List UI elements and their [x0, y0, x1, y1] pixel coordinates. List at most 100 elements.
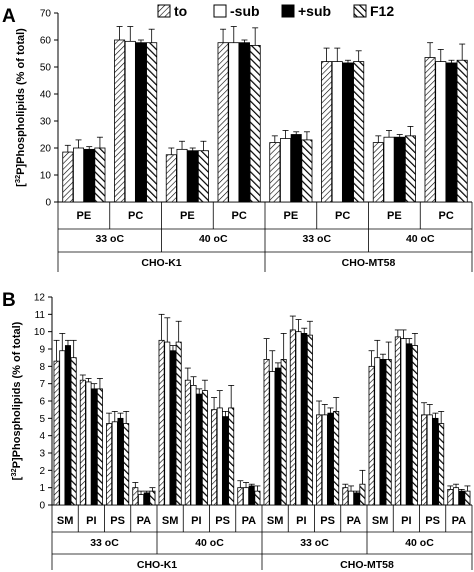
- x-tick-label-SM: SM: [267, 515, 284, 527]
- x-tick-label-PC: PC: [438, 210, 453, 222]
- bar-to-PA: [237, 487, 244, 506]
- bar-+sub-PC: [238, 42, 250, 203]
- bar--sub-SM: [374, 357, 381, 506]
- bar-+sub-PS: [117, 417, 124, 506]
- bar--sub-PS: [216, 407, 223, 506]
- bar-+sub-PE: [394, 136, 406, 203]
- bar-F12-PI: [96, 388, 103, 506]
- x-tick-label-PS: PS: [215, 515, 230, 527]
- y-tick-label: 9: [39, 345, 45, 356]
- legend-swatch-1: [213, 4, 227, 18]
- bar-to-PC: [321, 61, 333, 203]
- legend-label-2: +sub: [298, 3, 331, 19]
- bar-+sub-PC: [445, 62, 457, 203]
- bar-to-PI: [184, 379, 191, 506]
- bar-+sub-PS: [327, 412, 334, 506]
- bar-+sub-PA: [353, 492, 360, 506]
- x-tick-label-SM: SM: [372, 515, 389, 527]
- bar-to-PC: [114, 39, 126, 203]
- bar--sub-PC: [124, 40, 136, 203]
- x-tick-label-PC: PC: [335, 210, 350, 222]
- bar-F12-PI: [411, 345, 418, 506]
- x-tick-label-PI: PI: [86, 515, 96, 527]
- bar--sub-PA: [453, 487, 460, 506]
- legend-label-3: F12: [370, 3, 394, 19]
- bar-+sub-PI: [406, 343, 413, 506]
- temperature-label: 40 oC: [406, 233, 435, 245]
- bar--sub-PA: [243, 487, 250, 506]
- legend-swatch-0: [157, 4, 171, 18]
- bar--sub-PE: [73, 147, 85, 203]
- y-tick-label: 4: [39, 431, 45, 442]
- bar-to-PA: [132, 487, 139, 506]
- bar-F12-PE: [94, 147, 106, 203]
- bar--sub-PC: [331, 61, 343, 203]
- bar-F12-PS: [438, 423, 445, 506]
- bar-+sub-SM: [64, 345, 71, 506]
- chart-panel-a: 0 10 20 30 40 50 60 70 [32P]Phospholipids (% of …: [13, 9, 473, 272]
- x-tick-label-PA: PA: [452, 515, 467, 527]
- y-tick-label: 7: [39, 379, 45, 390]
- bar--sub-PC: [435, 61, 447, 203]
- bar--sub-PI: [295, 331, 302, 506]
- bar-to-PE: [269, 142, 281, 203]
- y-tick-label: 11: [35, 310, 46, 321]
- bar-+sub-PI: [196, 393, 203, 506]
- temperature-label: 33 oC: [95, 233, 124, 245]
- x-tick-label-PE: PE: [180, 210, 195, 222]
- legend-label-1: -sub: [230, 3, 260, 19]
- panel-letter-b: B: [2, 290, 16, 311]
- y-tick-label: 20: [40, 144, 52, 155]
- cell-line-label: CHO-MT58: [340, 559, 394, 571]
- bar-+sub-PA: [143, 492, 150, 506]
- bar-F12-SM: [385, 358, 392, 506]
- bar-F12-PE: [197, 150, 209, 203]
- temperature-label: 33 oC: [90, 537, 119, 549]
- y-tick-label: 0: [39, 501, 45, 512]
- legend-label-0: to: [174, 3, 187, 19]
- bar-to-PA: [342, 487, 349, 506]
- bar-to-SM: [263, 358, 270, 506]
- bar-F12-PE: [301, 139, 313, 203]
- bar-+sub-SM: [274, 367, 281, 506]
- y-tick-label: 70: [40, 9, 52, 20]
- bar--sub-PS: [321, 414, 328, 506]
- temperature-label: 40 oC: [199, 233, 228, 245]
- bar-to-SM: [53, 360, 60, 506]
- cell-line-label: CHO-MT58: [342, 257, 396, 269]
- x-tick-label-PI: PI: [401, 515, 411, 527]
- x-tick-label-PE: PE: [284, 210, 299, 222]
- y-tick-label: 10: [34, 327, 46, 338]
- bar-F12-PA: [464, 490, 471, 506]
- bar--sub-SM: [59, 350, 66, 506]
- y-tick-label: 0: [45, 198, 51, 209]
- bar-to-SM: [368, 365, 375, 506]
- x-tick-label-PS: PS: [110, 515, 125, 527]
- y-tick-label: 12: [34, 293, 46, 304]
- bar-F12-PI: [201, 390, 208, 506]
- bar-+sub-PA: [458, 490, 465, 506]
- bar-+sub-PE: [290, 134, 302, 203]
- temperature-label: 40 oC: [405, 537, 434, 549]
- x-tick-label-PS: PS: [320, 515, 335, 527]
- x-tick-label-SM: SM: [57, 515, 74, 527]
- x-tick-label-PA: PA: [137, 515, 152, 527]
- bar-to-PE: [62, 151, 74, 203]
- x-tick-label-PI: PI: [191, 515, 201, 527]
- x-tick-label-PE: PE: [387, 210, 402, 222]
- x-tick-label-PA: PA: [242, 515, 257, 527]
- bar-to-PS: [421, 414, 428, 506]
- bar-F12-PS: [228, 407, 235, 506]
- bar-to-PS: [106, 423, 113, 506]
- x-tick-label-SM: SM: [162, 515, 179, 527]
- x-tick-label-PC: PC: [231, 210, 246, 222]
- bar-to-PA: [447, 488, 454, 506]
- x-tick-label-PE: PE: [77, 210, 92, 222]
- temperature-label: 33 oC: [302, 233, 331, 245]
- bar--sub-PI: [400, 338, 407, 506]
- legend-swatch-2: [281, 4, 295, 18]
- bar--sub-PI: [190, 384, 197, 506]
- bar--sub-PE: [176, 148, 188, 203]
